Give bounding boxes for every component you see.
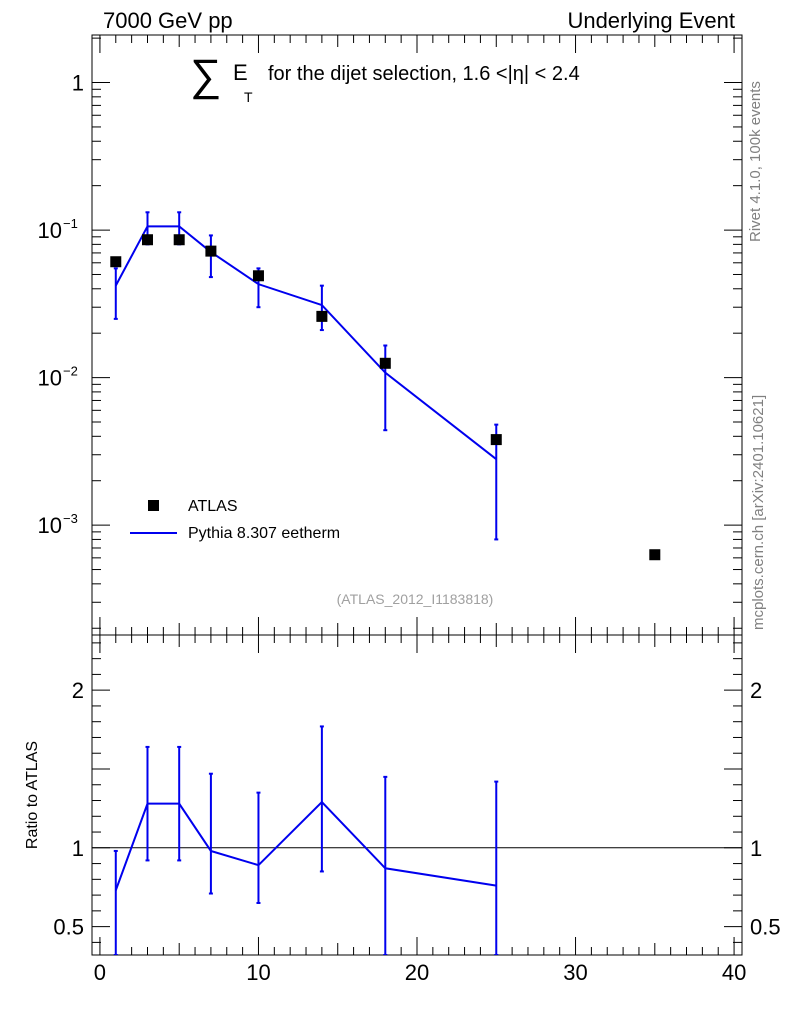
legend-atlas-label: ATLAS [188, 498, 238, 515]
x-axis: 0 10 20 30 40 [94, 35, 746, 985]
ratio-tick-label-right: 2 [750, 678, 762, 703]
mcplots-label: mcplots.cern.ch [arXiv:2401.10621] [750, 395, 767, 630]
x-tick-label: 20 [405, 960, 429, 985]
atlas-point [490, 434, 502, 446]
atlas-point [252, 270, 264, 282]
pythia-series-ratio [113, 725, 499, 955]
main-y-axis: 110−110−210−3 [38, 37, 742, 629]
y-tick-exponent: −2 [63, 364, 78, 379]
ratio-tick-label-left: 2 [72, 678, 84, 703]
x-tick-label: 40 [722, 960, 746, 985]
series-line [114, 225, 497, 460]
series-line [114, 800, 497, 891]
y-tick-label: 10 [38, 366, 62, 391]
atlas-point [316, 310, 328, 322]
x-tick-label: 10 [246, 960, 270, 985]
header-left: 7000 GeV pp [103, 8, 233, 33]
ratio-tick-label-left: 1 [72, 836, 84, 861]
atlas-point [205, 245, 217, 257]
title-sum-symbol: ∑ [190, 51, 221, 100]
main-panel-frame [91, 34, 743, 636]
ratio-y-axis: 0.5 0.5 1 1 2 2 [53, 642, 781, 943]
y-tick-label: 10 [38, 218, 62, 243]
y-tick-label: 1 [72, 71, 84, 96]
rivet-label: Rivet 4.1.0, 100k events [747, 81, 764, 242]
atlas-series [110, 234, 661, 561]
ratio-panel-frame [91, 634, 743, 956]
title-e: E [233, 60, 248, 85]
x-tick-label: 0 [94, 960, 106, 985]
atlas-point [379, 357, 391, 369]
header-right: Underlying Event [567, 8, 735, 33]
ratio-tick-label-right: 0.5 [750, 915, 781, 940]
atlas-point [649, 549, 661, 561]
title-sub: T [244, 89, 253, 105]
legend-atlas-marker [148, 500, 159, 511]
title-text: for the dijet selection, 1.6 <|η| < 2.4 [268, 63, 580, 85]
ratio-tick-label-right: 1 [750, 836, 762, 861]
ratio-tick-label-left: 0.5 [53, 915, 84, 940]
ratio-ylabel: Ratio to ATLAS [24, 741, 41, 849]
atlas-point [173, 234, 185, 246]
x-tick-label: 30 [563, 960, 587, 985]
pythia-series-main [113, 211, 499, 541]
legend: ATLAS Pythia 8.307 eetherm [130, 498, 340, 542]
y-tick-exponent: −1 [63, 216, 78, 231]
y-tick-label: 10 [38, 513, 62, 538]
legend-pythia-label: Pythia 8.307 eetherm [188, 525, 340, 542]
analysis-id: (ATLAS_2012_I1183818) [337, 591, 494, 607]
atlas-point [141, 234, 153, 246]
atlas-point [110, 256, 122, 268]
y-tick-exponent: −3 [63, 511, 78, 526]
